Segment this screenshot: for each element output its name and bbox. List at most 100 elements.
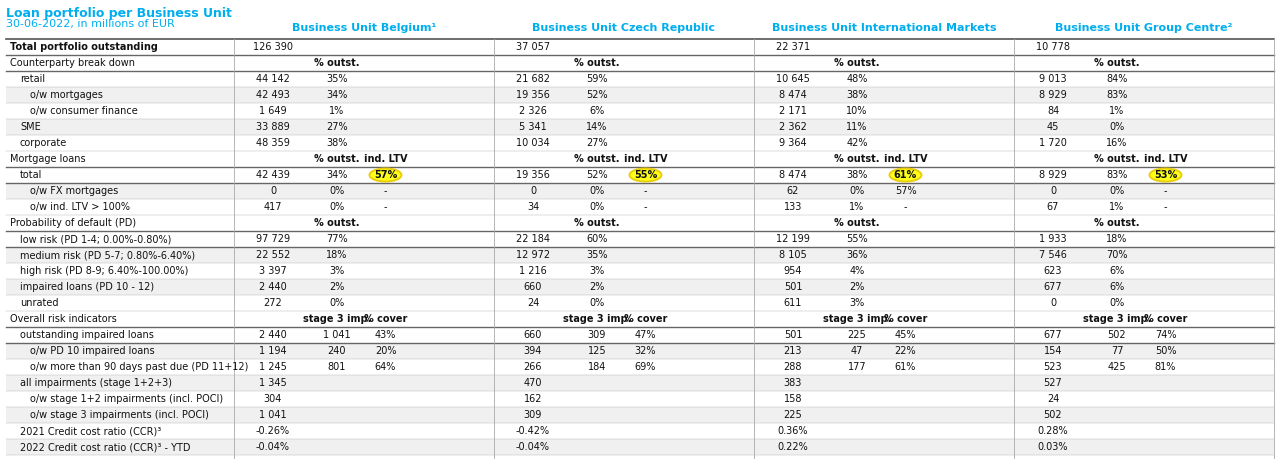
Text: 1%: 1% [1110, 106, 1125, 116]
Text: 162: 162 [524, 394, 543, 404]
Text: 45: 45 [1047, 122, 1059, 132]
Text: 417: 417 [264, 202, 283, 212]
Text: 5 341: 5 341 [520, 122, 547, 132]
Text: 48%: 48% [846, 74, 868, 84]
Text: 32%: 32% [635, 346, 657, 356]
Bar [6, 263, 1274, 279]
Text: 133: 133 [783, 202, 803, 212]
Text: 502: 502 [1043, 410, 1062, 420]
Text: 2022 Credit cost ratio (CCR)³ - YTD: 2022 Credit cost ratio (CCR)³ - YTD [20, 442, 191, 452]
Text: 394: 394 [524, 346, 543, 356]
Text: 0.28%: 0.28% [1038, 426, 1069, 436]
Text: 22 184: 22 184 [516, 234, 550, 244]
Text: 35%: 35% [586, 250, 608, 260]
Text: 70%: 70% [1106, 250, 1128, 260]
Text: 10 778: 10 778 [1036, 42, 1070, 52]
Text: 0: 0 [1050, 298, 1056, 308]
Text: 0: 0 [1050, 186, 1056, 196]
Ellipse shape [1149, 168, 1181, 182]
Text: 0%: 0% [589, 202, 604, 212]
Text: 8 929: 8 929 [1039, 170, 1066, 180]
Text: 2021 Credit cost ratio (CCR)³: 2021 Credit cost ratio (CCR)³ [20, 426, 161, 436]
Bar [6, 71, 1274, 87]
Bar [6, 439, 1274, 455]
Text: 383: 383 [783, 378, 803, 388]
Text: Business Unit Belgium¹: Business Unit Belgium¹ [292, 23, 436, 33]
Text: -: - [904, 202, 908, 212]
Text: 8 105: 8 105 [780, 250, 806, 260]
Text: 77: 77 [1111, 346, 1124, 356]
Text: 27%: 27% [326, 122, 348, 132]
Bar [6, 183, 1274, 199]
Bar [6, 375, 1274, 391]
Bar [6, 215, 1274, 231]
Text: 3%: 3% [589, 266, 604, 276]
Text: 45%: 45% [895, 330, 916, 340]
Text: 1%: 1% [850, 202, 864, 212]
Text: 177: 177 [847, 362, 867, 372]
Text: 3%: 3% [850, 298, 864, 308]
Text: 52%: 52% [586, 170, 608, 180]
Text: 954: 954 [783, 266, 803, 276]
Text: 0%: 0% [329, 298, 344, 308]
Text: 42 439: 42 439 [256, 170, 291, 180]
Ellipse shape [890, 168, 922, 182]
Text: % outst.: % outst. [315, 58, 360, 68]
Bar [6, 359, 1274, 375]
Text: stage 3 imp.: stage 3 imp. [563, 314, 631, 324]
Text: outstanding impaired loans: outstanding impaired loans [20, 330, 154, 340]
Text: high risk (PD 8-9; 6.40%-100.00%): high risk (PD 8-9; 6.40%-100.00%) [20, 266, 188, 276]
Text: 55%: 55% [846, 234, 868, 244]
Bar [6, 391, 1274, 407]
Text: 35%: 35% [326, 74, 348, 84]
Bar [6, 279, 1274, 295]
Text: 18%: 18% [326, 250, 348, 260]
Text: total: total [20, 170, 42, 180]
Text: 24: 24 [527, 298, 539, 308]
Text: -0.04%: -0.04% [516, 442, 550, 452]
Text: -: - [384, 202, 388, 212]
Text: 21 682: 21 682 [516, 74, 550, 84]
Text: 67: 67 [1047, 202, 1059, 212]
Text: 57%: 57% [895, 186, 916, 196]
Text: 22%: 22% [895, 346, 916, 356]
Text: ind. LTV: ind. LTV [1144, 154, 1188, 164]
Text: 213: 213 [783, 346, 803, 356]
Text: 470: 470 [524, 378, 543, 388]
Text: 3%: 3% [329, 266, 344, 276]
Text: 1 041: 1 041 [323, 330, 351, 340]
Text: 81%: 81% [1155, 362, 1176, 372]
Text: 14%: 14% [586, 122, 608, 132]
Text: 2%: 2% [850, 282, 865, 292]
Text: Business Unit Czech Republic: Business Unit Czech Republic [532, 23, 716, 33]
Text: 11%: 11% [846, 122, 868, 132]
Ellipse shape [630, 168, 662, 182]
Text: 62: 62 [787, 186, 799, 196]
Text: 83%: 83% [1106, 170, 1128, 180]
Text: 64%: 64% [375, 362, 397, 372]
Text: unrated: unrated [20, 298, 59, 308]
Text: 0%: 0% [1110, 186, 1125, 196]
Bar [6, 423, 1274, 439]
Text: o/w FX mortgages: o/w FX mortgages [29, 186, 118, 196]
Text: Overall risk indicators: Overall risk indicators [10, 314, 116, 324]
Text: 2 440: 2 440 [259, 282, 287, 292]
Text: 61%: 61% [893, 170, 918, 180]
Text: 97 729: 97 729 [256, 234, 291, 244]
Bar [6, 135, 1274, 151]
Text: 1%: 1% [329, 106, 344, 116]
Text: 0%: 0% [589, 186, 604, 196]
Bar [6, 311, 1274, 327]
Text: 38%: 38% [326, 138, 348, 148]
Text: 2 362: 2 362 [780, 122, 806, 132]
Text: % outst.: % outst. [575, 58, 620, 68]
Text: 2 326: 2 326 [520, 106, 547, 116]
Text: o/w more than 90 days past due (PD 11+12): o/w more than 90 days past due (PD 11+12… [29, 362, 248, 372]
Text: % cover: % cover [364, 314, 407, 324]
Text: 309: 309 [588, 330, 607, 340]
Text: % outst.: % outst. [315, 218, 360, 228]
Text: ind. LTV: ind. LTV [883, 154, 927, 164]
Text: 154: 154 [1043, 346, 1062, 356]
Text: 677: 677 [1043, 330, 1062, 340]
Text: 77%: 77% [326, 234, 348, 244]
